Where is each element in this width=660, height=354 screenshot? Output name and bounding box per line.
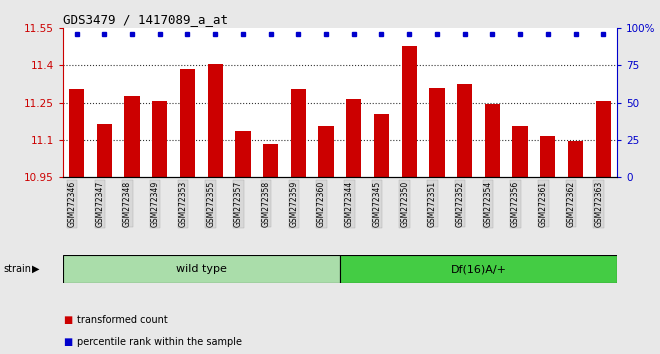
Text: GSM272346: GSM272346 [67,181,77,227]
Text: GSM272358: GSM272358 [261,181,271,227]
Text: GSM272362: GSM272362 [566,181,576,227]
Text: GSM272349: GSM272349 [150,181,160,227]
Bar [180,69,195,177]
Text: percentile rank within the sample: percentile rank within the sample [77,337,242,347]
Text: GSM272347: GSM272347 [95,181,104,227]
Bar [207,64,223,177]
Bar [96,124,112,177]
Bar [263,144,279,177]
Bar [69,89,84,177]
Bar [290,89,306,177]
Text: GSM272359: GSM272359 [289,181,298,227]
Text: GDS3479 / 1417089_a_at: GDS3479 / 1417089_a_at [63,13,228,26]
Bar [484,104,500,177]
Text: GSM272360: GSM272360 [317,181,326,227]
Bar [152,102,168,177]
Text: GSM272355: GSM272355 [206,181,215,227]
Text: GSM272361: GSM272361 [539,181,548,227]
Text: ■: ■ [63,315,72,325]
Bar [429,88,445,177]
Text: Df(16)A/+: Df(16)A/+ [451,264,506,274]
Bar [346,99,362,177]
Bar [568,141,583,177]
Bar [340,255,617,283]
Bar [124,97,140,177]
Text: GSM272354: GSM272354 [483,181,492,227]
Bar [401,46,417,177]
Bar [318,126,334,177]
Text: wild type: wild type [176,264,227,274]
Bar [512,126,528,177]
Bar [235,131,251,177]
Bar [595,102,611,177]
Text: GSM272363: GSM272363 [594,181,603,227]
Text: ▶: ▶ [32,264,39,274]
Bar [457,84,473,177]
Text: GSM272352: GSM272352 [455,181,465,227]
Bar [374,114,389,177]
Text: GSM272351: GSM272351 [428,181,437,227]
Text: transformed count: transformed count [77,315,168,325]
Text: GSM272357: GSM272357 [234,181,243,227]
Text: GSM272350: GSM272350 [400,181,409,227]
Text: GSM272353: GSM272353 [178,181,187,227]
Text: GSM272348: GSM272348 [123,181,132,227]
Text: GSM272344: GSM272344 [345,181,354,227]
Bar [63,255,340,283]
Text: strain: strain [3,264,31,274]
Text: GSM272345: GSM272345 [372,181,381,227]
Text: GSM272356: GSM272356 [511,181,520,227]
Text: ■: ■ [63,337,72,347]
Bar [540,136,556,177]
